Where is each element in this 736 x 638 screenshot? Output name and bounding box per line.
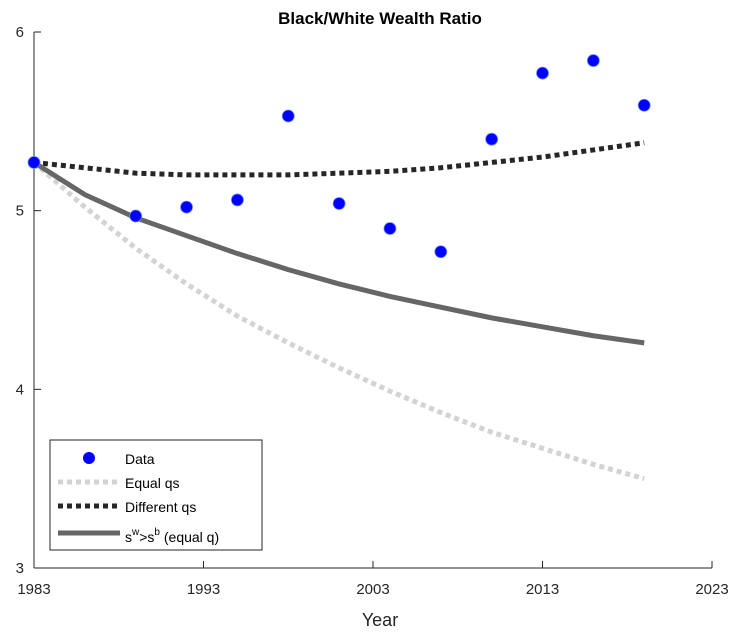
y-tick-label: 4 — [16, 381, 24, 398]
y-tick-label: 6 — [16, 24, 24, 41]
plot-area — [27, 54, 651, 482]
data-point — [230, 193, 244, 207]
x-tick-label: 1993 — [187, 581, 220, 598]
legend-label-data: Data — [125, 451, 155, 467]
data-point — [27, 156, 41, 169]
x-axis-label: Year — [362, 610, 398, 630]
legend: Data Equal qs Different qs sw>sb (equal … — [49, 439, 263, 551]
x-tick-label: 2003 — [356, 581, 389, 598]
data-point — [536, 66, 549, 80]
data-point — [383, 222, 397, 235]
data-point — [180, 200, 193, 214]
x-tick-label: 2013 — [526, 581, 559, 598]
legend-label-different-qs: Different qs — [125, 499, 196, 515]
data-point — [434, 245, 448, 259]
series-line-equal-qs — [32, 160, 645, 482]
y-tick-label: 5 — [16, 203, 24, 220]
data-point — [485, 132, 499, 146]
x-tick-label: 2023 — [695, 581, 728, 598]
legend-data-marker — [83, 452, 95, 464]
data-point — [586, 54, 600, 67]
data-point — [332, 197, 346, 210]
legend-label-equal-qs: Equal qs — [125, 475, 179, 491]
data-point — [281, 109, 295, 123]
axes: 1983 1993 2003 2013 2023 3 4 5 6 — [16, 24, 729, 598]
data-point — [637, 98, 651, 112]
legend-label-sw-sb: sw>sb (equal q) — [125, 527, 219, 545]
data-point — [129, 209, 143, 223]
x-tick-label: 1983 — [17, 581, 50, 598]
chart-title: Black/White Wealth Ratio — [278, 9, 482, 28]
series-line-different-qs — [33, 140, 645, 178]
y-tick-label: 3 — [16, 560, 24, 577]
